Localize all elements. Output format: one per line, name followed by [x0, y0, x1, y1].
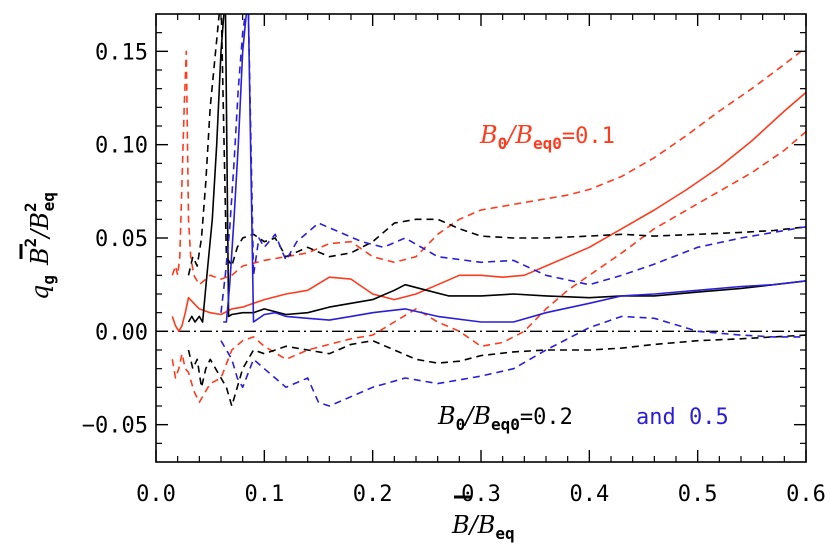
annotation-blue: and 0.5 [636, 405, 729, 430]
y-tick-label: −0.05 [82, 414, 148, 439]
annotation-red: B0/Beq0=0.1 [479, 121, 615, 153]
y-tick-label: 0.10 [95, 134, 148, 159]
annotation-black: B0/Beq0=0.2 [437, 402, 573, 434]
x-tick-label: 0.5 [678, 482, 718, 507]
x-tick-label: 0.6 [786, 482, 826, 507]
y-tick-label: 0.15 [95, 40, 148, 65]
series-line-blue-lower [220, 315, 806, 407]
series-line-red-upper [171, 46, 806, 286]
x-tick-label: 0.0 [136, 482, 176, 507]
series-line-black-mean [187, 14, 806, 323]
series-line-blue-upper [220, 14, 806, 313]
y-tick-label: 0.05 [95, 227, 148, 252]
series-line-blue-mean [223, 14, 806, 323]
x-tick-label: 0.2 [353, 482, 393, 507]
series-line-red-mean [171, 91, 806, 333]
series-line-red-lower [171, 130, 806, 404]
series-layer [171, 14, 806, 407]
series-line-black-lower [187, 334, 806, 407]
tick-layer: 0.0 0.1 0.2 0.3 0.4 0.5 0.6 −0.05 0.00 0.05 0.10 0.… [82, 14, 826, 507]
svg-text:qgB2/B2eq: qgB2/B2eq [21, 192, 58, 300]
x-tick-label: 0.3 [461, 482, 501, 507]
x-tick-label: 0.4 [569, 482, 609, 507]
series-line-black-upper [187, 14, 806, 276]
y-axis-label: qgB2/B2eq [19, 192, 58, 300]
y-tick-label: 0.00 [95, 320, 148, 345]
plot-frame [155, 13, 807, 463]
x-tick-label: 0.1 [244, 482, 284, 507]
svg-text:B/Beq: B/Beq [451, 511, 515, 543]
